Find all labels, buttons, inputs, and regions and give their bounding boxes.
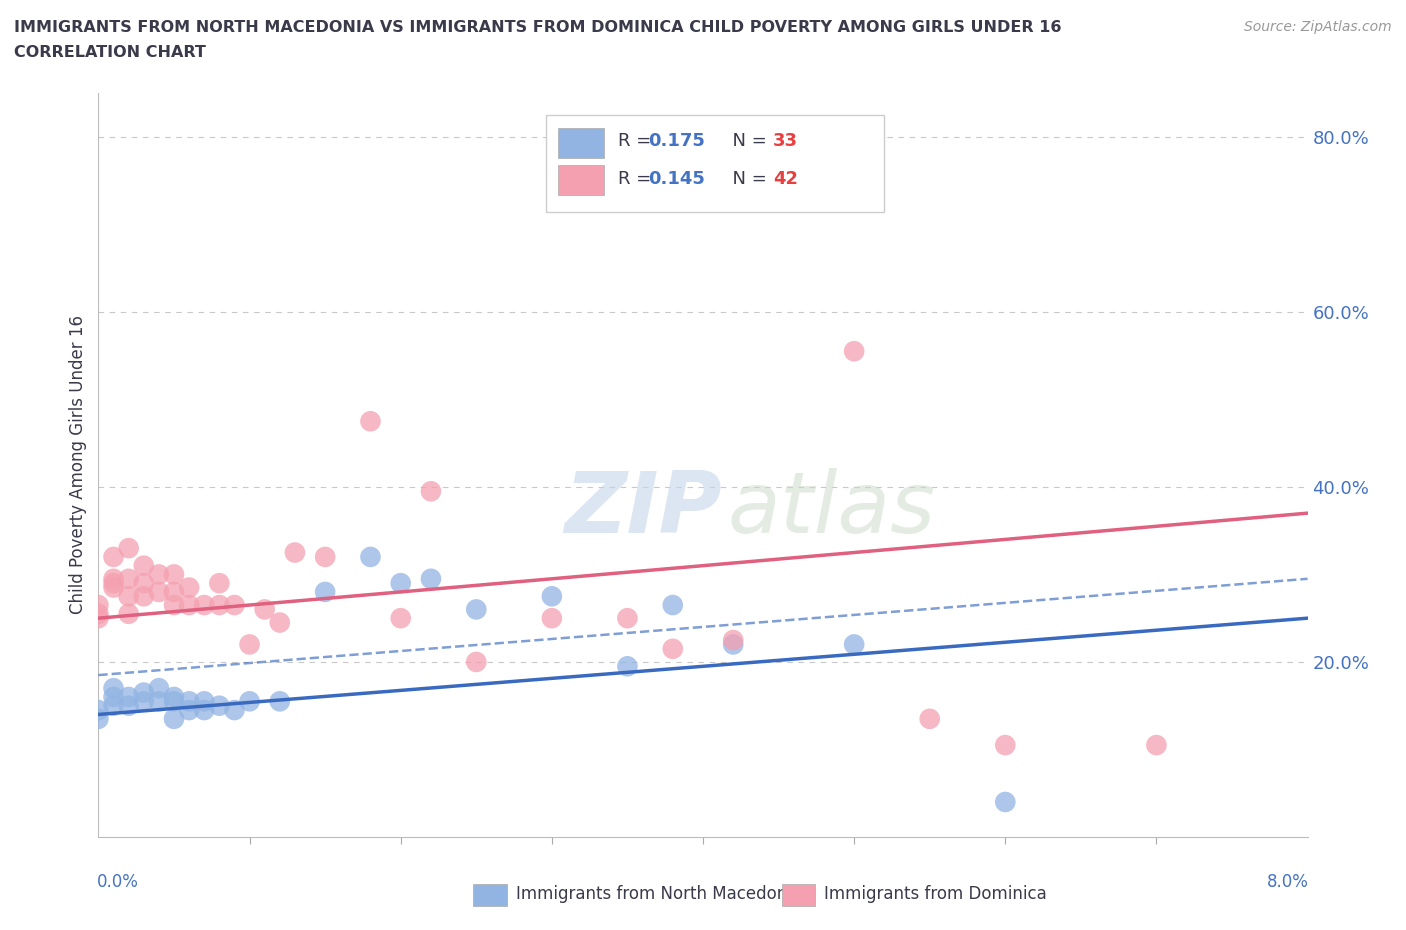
Point — [103, 550, 125, 565]
Point — [1146, 737, 1168, 752]
Text: CORRELATION CHART: CORRELATION CHART — [14, 45, 205, 60]
Point — [193, 598, 215, 613]
Point — [87, 598, 110, 613]
Point — [163, 567, 186, 582]
Point — [87, 606, 110, 621]
Text: 0.175: 0.175 — [648, 132, 706, 151]
FancyBboxPatch shape — [782, 884, 815, 906]
Point — [179, 598, 201, 613]
Point — [661, 598, 683, 613]
Point — [918, 711, 941, 726]
Point — [208, 576, 231, 591]
Text: 33: 33 — [773, 132, 799, 151]
Text: 42: 42 — [773, 169, 799, 188]
Point — [118, 571, 141, 586]
Point — [179, 580, 201, 595]
Point — [269, 615, 291, 630]
Point — [389, 611, 412, 626]
Point — [239, 637, 262, 652]
Point — [148, 681, 170, 696]
Point — [179, 694, 201, 709]
Text: 8.0%: 8.0% — [1267, 872, 1309, 891]
Point — [193, 703, 215, 718]
Point — [224, 598, 246, 613]
Point — [420, 571, 443, 586]
FancyBboxPatch shape — [474, 884, 508, 906]
Text: ZIP: ZIP — [564, 468, 721, 551]
Text: 0.0%: 0.0% — [97, 872, 139, 891]
Point — [723, 632, 745, 647]
Point — [118, 540, 141, 555]
FancyBboxPatch shape — [558, 166, 603, 195]
Point — [118, 606, 141, 621]
Point — [540, 611, 562, 626]
Text: R =: R = — [619, 132, 658, 151]
Point — [132, 558, 155, 573]
Point — [132, 685, 155, 700]
Point — [132, 589, 155, 604]
Point — [844, 637, 866, 652]
Point — [284, 545, 307, 560]
Point — [465, 602, 488, 617]
Point — [163, 694, 186, 709]
Point — [87, 703, 110, 718]
Text: Source: ZipAtlas.com: Source: ZipAtlas.com — [1244, 20, 1392, 34]
Point — [103, 698, 125, 713]
Point — [132, 576, 155, 591]
Point — [224, 703, 246, 718]
Text: N =: N = — [721, 169, 773, 188]
Point — [163, 689, 186, 704]
Point — [540, 589, 562, 604]
Point — [103, 689, 125, 704]
Point — [148, 694, 170, 709]
Point — [994, 794, 1017, 809]
Point — [193, 694, 215, 709]
Point — [118, 689, 141, 704]
Point — [465, 655, 488, 670]
Text: R =: R = — [619, 169, 658, 188]
Text: Immigrants from Dominica: Immigrants from Dominica — [824, 885, 1046, 903]
Point — [118, 698, 141, 713]
Point — [87, 711, 110, 726]
Point — [148, 584, 170, 599]
Point — [360, 414, 382, 429]
Text: Immigrants from North Macedonia: Immigrants from North Macedonia — [516, 885, 801, 903]
Point — [87, 611, 110, 626]
Point — [269, 694, 291, 709]
Text: 0.145: 0.145 — [648, 169, 706, 188]
Point — [389, 576, 412, 591]
Point — [314, 550, 336, 565]
Point — [616, 611, 638, 626]
Point — [314, 584, 336, 599]
Point — [103, 681, 125, 696]
Y-axis label: Child Poverty Among Girls Under 16: Child Poverty Among Girls Under 16 — [69, 315, 87, 615]
Point — [163, 598, 186, 613]
Point — [103, 576, 125, 591]
Point — [994, 737, 1017, 752]
Point — [661, 642, 683, 657]
Text: N =: N = — [721, 132, 773, 151]
Point — [118, 589, 141, 604]
Point — [239, 694, 262, 709]
Point — [420, 484, 443, 498]
Point — [208, 598, 231, 613]
Text: IMMIGRANTS FROM NORTH MACEDONIA VS IMMIGRANTS FROM DOMINICA CHILD POVERTY AMONG : IMMIGRANTS FROM NORTH MACEDONIA VS IMMIG… — [14, 20, 1062, 35]
Point — [163, 584, 186, 599]
Text: atlas: atlas — [727, 468, 935, 551]
Point — [103, 580, 125, 595]
Point — [253, 602, 276, 617]
Point — [360, 550, 382, 565]
FancyBboxPatch shape — [558, 128, 603, 158]
Point — [103, 571, 125, 586]
Point — [844, 344, 866, 359]
Point — [132, 694, 155, 709]
Point — [208, 698, 231, 713]
Point — [723, 637, 745, 652]
FancyBboxPatch shape — [546, 115, 884, 212]
Point — [616, 658, 638, 673]
Point — [148, 567, 170, 582]
Point — [163, 711, 186, 726]
Point — [179, 703, 201, 718]
